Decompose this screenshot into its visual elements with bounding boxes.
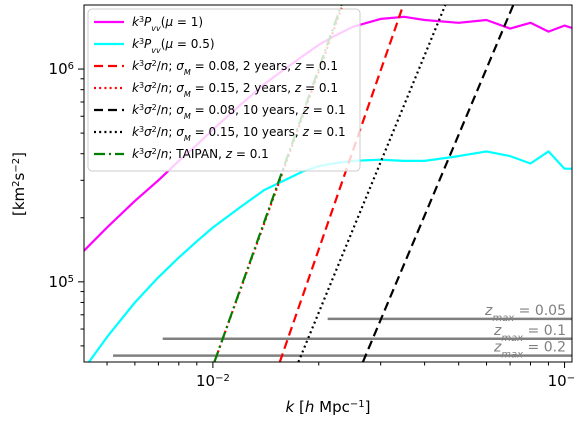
legend-entry-0: k3Pvv(μ = 1): [132, 15, 203, 33]
x-axis-label: k [h Mpc−1]: [286, 398, 371, 416]
series-line-2: [278, 5, 405, 362]
legend-entry-5: k3σ2/n; σM = 0.15, 10 years, z = 0.1: [132, 125, 346, 143]
y-tick-label-1: 106: [49, 60, 74, 78]
legend-entry-2: k3σ2/n; σM = 0.08, 2 years, z = 0.1: [132, 59, 338, 77]
x-tick-label-0: 10−2: [196, 372, 230, 390]
legend-entry-3: k3σ2/n; σM = 0.15, 2 years, z = 0.1: [132, 81, 338, 99]
series-line-5: [297, 5, 447, 362]
zmax-label-0: zmax = 0.05: [484, 303, 566, 324]
zmax-label-1: zmax = 0.1: [493, 323, 566, 344]
plot-frame: [83, 4, 573, 363]
legend-entry-1: k3Pvv(μ = 0.5): [132, 37, 215, 55]
x-tick-label-1: 10−1: [548, 372, 576, 390]
legend-entry-6: k3σ2/n; TAIPAN, z = 0.1: [132, 147, 269, 162]
zmax-label-2: zmax = 0.2: [493, 340, 566, 361]
legend-entry-4: k3σ2/n; σM = 0.08, 10 years, z = 0.1: [132, 103, 346, 121]
y-axis-label: [km2s−2]: [10, 152, 28, 216]
y-tick-label-0: 105: [49, 273, 74, 291]
axis-ticks: 10−2 10−1 105 106: [49, 60, 576, 390]
series-line-4: [361, 5, 515, 362]
legend: k3Pvv(μ = 1) k3Pvv(μ = 0.5) k3σ2/n; σM = 0…: [87, 8, 361, 172]
legend-box: [87, 8, 361, 172]
zmax-lines: [113, 317, 572, 357]
